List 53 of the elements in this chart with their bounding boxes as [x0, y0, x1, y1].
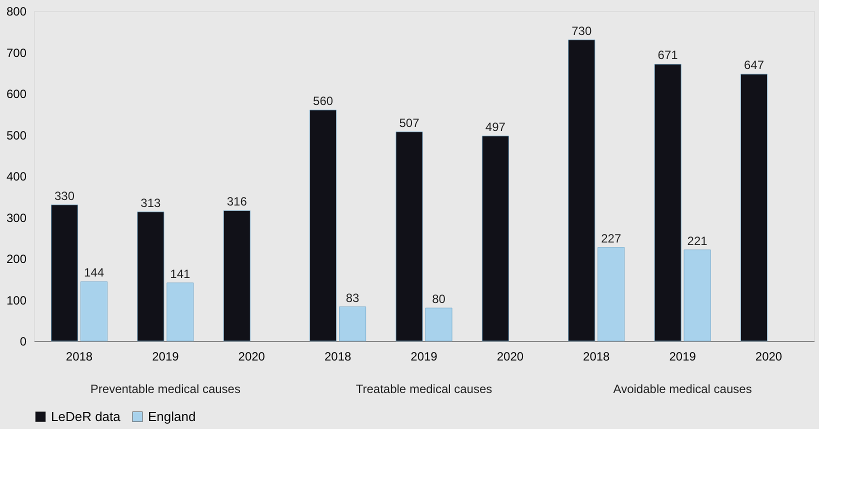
bar: [482, 136, 509, 342]
y-tick-label: 800: [6, 4, 27, 18]
bar: [137, 212, 164, 342]
x-tick-label: 2020: [496, 350, 524, 364]
y-tick-label: 300: [6, 210, 27, 225]
y-tick-label: 400: [6, 170, 27, 184]
data-label: 507: [399, 116, 420, 130]
y-tick-label: 500: [6, 128, 27, 142]
bar: [166, 282, 194, 342]
bar: [654, 64, 682, 342]
text: Preventable medical causes: [90, 382, 240, 396]
x-tick-label: 2020: [238, 350, 266, 364]
x-tick-label: 2019: [410, 350, 438, 364]
text: Avoidable medical causes: [613, 382, 752, 396]
bar: [740, 74, 768, 342]
data-label: 83: [346, 290, 360, 305]
y-tick-label: 100: [6, 293, 27, 308]
x-tick-label: 2019: [152, 350, 180, 364]
x-tick-label: 2018: [324, 350, 352, 364]
data-label: 730: [572, 24, 592, 38]
y-tick-label: 0: [20, 334, 27, 348]
data-label: 144: [84, 266, 104, 280]
y-tick-label: 600: [6, 87, 27, 101]
data-label: 560: [313, 94, 334, 108]
bar: [223, 210, 250, 342]
y-tick-label: 200: [6, 252, 27, 266]
x-tick-label: 2018: [66, 350, 93, 364]
text: Treatable medical causes: [356, 382, 492, 396]
bar: [568, 40, 596, 342]
data-label: 313: [140, 196, 162, 210]
y-tick-label: 700: [6, 46, 27, 60]
bar: [684, 250, 711, 342]
data-label: 647: [744, 58, 764, 72]
bar: [50, 204, 78, 342]
bar: [396, 132, 423, 342]
data-label: 227: [601, 231, 622, 246]
x-tick-label: 2020: [755, 350, 782, 364]
bar: [598, 247, 625, 342]
data-label: 316: [226, 194, 248, 209]
data-label: 221: [687, 234, 708, 248]
data-label: 330: [54, 188, 75, 203]
bar: [425, 308, 452, 342]
legend-label: LeDeR data: [51, 408, 122, 424]
data-label: 141: [170, 266, 191, 281]
bar: [310, 110, 337, 342]
legend-label: England: [148, 408, 196, 424]
bar: [80, 281, 108, 342]
data-label: 671: [658, 48, 678, 62]
x-tick-label: 2019: [669, 350, 696, 364]
data-label: 80: [432, 292, 446, 306]
x-tick-label: 2018: [583, 350, 610, 364]
bar: [339, 306, 366, 342]
data-label: 497: [485, 120, 506, 134]
